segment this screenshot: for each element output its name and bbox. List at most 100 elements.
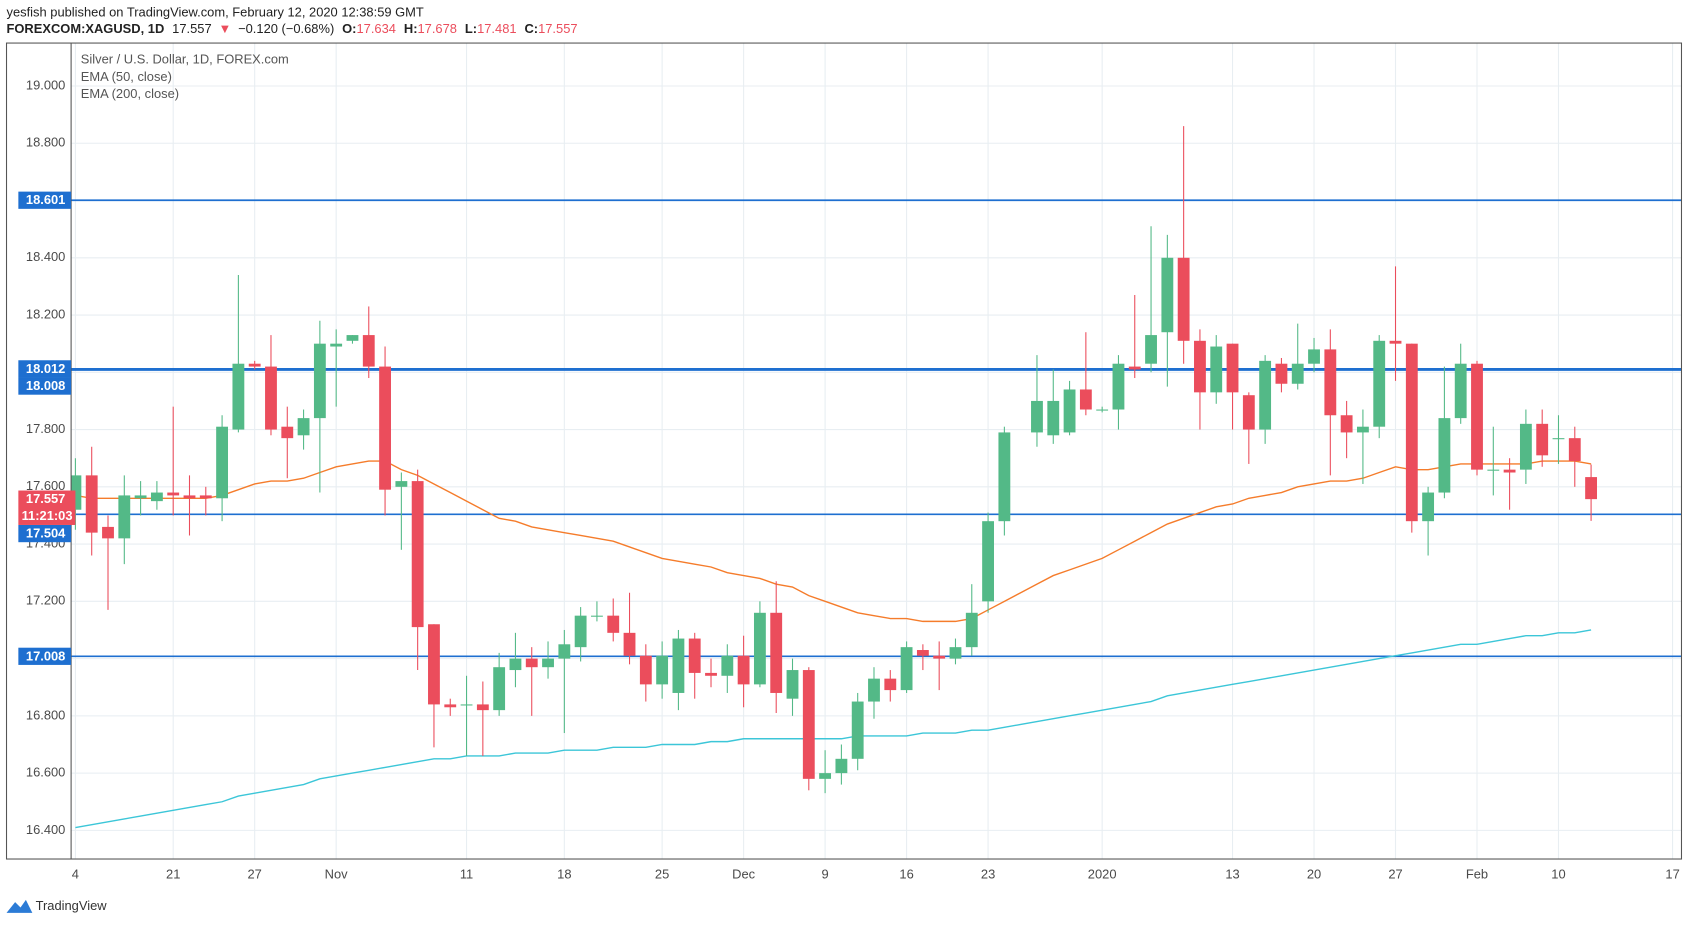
x-tick-label: 23 bbox=[981, 867, 995, 882]
y-tick-label: 18.400 bbox=[26, 249, 65, 264]
candle-body bbox=[509, 658, 522, 671]
candle-body bbox=[167, 492, 180, 496]
candle-body bbox=[150, 492, 163, 502]
candle-body bbox=[1259, 360, 1272, 430]
x-tick-label: 13 bbox=[1225, 867, 1239, 882]
candle-body bbox=[1568, 438, 1581, 462]
level-label: 17.504 bbox=[26, 526, 66, 541]
candle-body bbox=[916, 650, 929, 656]
y-tick-label: 18.200 bbox=[26, 306, 65, 321]
candle-body bbox=[705, 672, 717, 676]
x-tick-label: 9 bbox=[822, 867, 829, 882]
candle-body bbox=[428, 624, 440, 705]
candle-body bbox=[574, 615, 587, 648]
candle-body bbox=[1177, 257, 1190, 341]
candle-body bbox=[216, 426, 229, 499]
candle-body bbox=[1585, 477, 1598, 500]
published-line: yesfish published on TradingView.com, Fe… bbox=[7, 4, 424, 19]
level-badge bbox=[18, 191, 72, 209]
candle-body bbox=[1373, 340, 1386, 427]
level-label: 17.008 bbox=[26, 648, 65, 663]
candle-body bbox=[900, 647, 913, 691]
high-value: 17.678 bbox=[418, 22, 457, 37]
candle-body bbox=[1438, 418, 1451, 493]
candle-body bbox=[1487, 469, 1500, 471]
last-price-badge bbox=[18, 490, 76, 525]
candle-body bbox=[1308, 349, 1320, 364]
candle-body bbox=[656, 655, 669, 685]
level-label: 18.601 bbox=[26, 192, 65, 207]
candle-body bbox=[591, 615, 603, 617]
candle-body bbox=[265, 366, 277, 430]
legend-ema50: EMA (50, close) bbox=[81, 69, 172, 84]
candle-body bbox=[753, 612, 766, 685]
candle-body bbox=[362, 335, 375, 367]
candle-body bbox=[411, 481, 424, 628]
candle-body bbox=[965, 612, 978, 648]
candle-body bbox=[982, 521, 994, 602]
candle-body bbox=[102, 526, 114, 539]
candle-body bbox=[1031, 400, 1043, 433]
candle-body bbox=[1519, 423, 1532, 470]
candle-body bbox=[330, 343, 343, 347]
candle-body bbox=[1226, 343, 1239, 393]
candle-body bbox=[1340, 415, 1353, 433]
candle-body bbox=[933, 655, 946, 659]
brand: TradingView bbox=[36, 898, 108, 913]
x-tick-label: 16 bbox=[899, 867, 913, 882]
level-badge bbox=[18, 524, 72, 543]
level-badge bbox=[18, 647, 72, 665]
logo-icon bbox=[6, 899, 33, 913]
x-tick-label: Feb bbox=[1466, 867, 1488, 882]
y-tick-label: 16.800 bbox=[26, 707, 65, 722]
candle-body bbox=[802, 670, 815, 779]
legend-ema200: EMA (200, close) bbox=[81, 86, 179, 101]
candle-body bbox=[313, 343, 326, 419]
level-label: 18.008 bbox=[26, 378, 65, 393]
y-tick-label: 17.600 bbox=[26, 478, 65, 493]
high-label: H: bbox=[404, 22, 418, 37]
close-value: 17.557 bbox=[538, 22, 577, 37]
candle-body bbox=[1389, 340, 1402, 344]
candle-body bbox=[1112, 363, 1125, 410]
legend-main: Silver / U.S. Dollar, 1D, FOREX.com bbox=[81, 52, 289, 67]
last-price: 17.557 bbox=[172, 22, 211, 37]
candle-body bbox=[1471, 363, 1483, 470]
candle-body bbox=[1096, 409, 1109, 411]
level-badge bbox=[18, 377, 72, 395]
x-tick-label: 11 bbox=[460, 867, 473, 882]
x-tick-label: 18 bbox=[557, 867, 571, 882]
candle-body bbox=[183, 495, 196, 499]
candle-body bbox=[85, 475, 98, 533]
candle-body bbox=[1161, 257, 1174, 333]
candle-body bbox=[884, 678, 897, 691]
candle-body bbox=[71, 475, 82, 510]
open-value: 17.634 bbox=[356, 22, 395, 37]
candle-body bbox=[476, 704, 489, 711]
candle-body bbox=[819, 773, 832, 779]
candle-body bbox=[493, 667, 506, 711]
y-tick-label: 18.800 bbox=[26, 135, 65, 150]
candle-body bbox=[1079, 389, 1092, 410]
x-tick-label: 25 bbox=[655, 867, 669, 882]
low-label: L: bbox=[465, 22, 477, 37]
candle-body bbox=[835, 758, 848, 774]
candle-body bbox=[851, 701, 864, 759]
level-badge bbox=[18, 360, 72, 378]
y-tick-label: 17.800 bbox=[26, 421, 65, 436]
candle-body bbox=[607, 615, 620, 633]
candle-body bbox=[379, 366, 391, 490]
candle-body bbox=[998, 432, 1011, 522]
y-tick-label: 17.200 bbox=[26, 593, 65, 608]
x-tick-label: 4 bbox=[72, 867, 79, 882]
candle-body bbox=[1324, 349, 1337, 416]
candle-body bbox=[346, 335, 359, 341]
candle-body bbox=[1454, 363, 1467, 419]
candle-body bbox=[444, 704, 457, 708]
level-label: 18.012 bbox=[26, 361, 65, 376]
candle-body bbox=[770, 612, 783, 693]
candle-body bbox=[297, 418, 310, 436]
candle-body bbox=[1145, 335, 1157, 364]
candle-body bbox=[737, 655, 750, 685]
